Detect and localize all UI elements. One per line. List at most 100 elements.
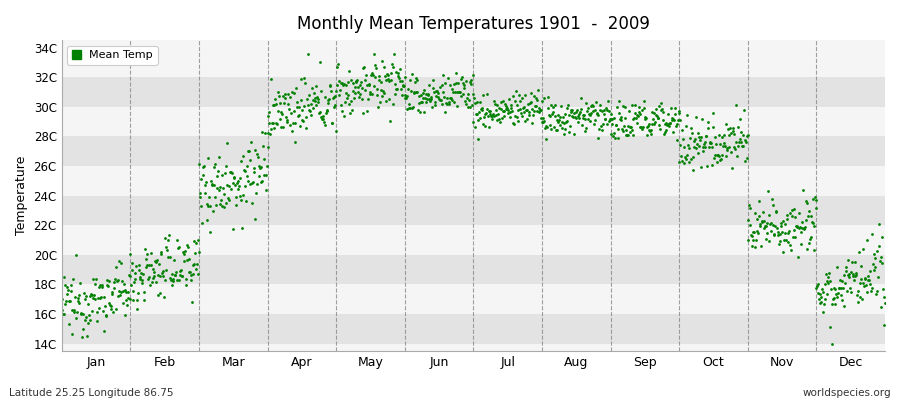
Point xyxy=(599,107,614,113)
Point xyxy=(94,294,108,300)
Point xyxy=(308,97,322,104)
Point xyxy=(821,274,835,281)
Point xyxy=(277,100,292,106)
Point xyxy=(468,124,482,130)
Point xyxy=(389,68,403,75)
Point xyxy=(708,152,723,158)
Point xyxy=(598,104,613,111)
Point xyxy=(433,96,447,103)
Point xyxy=(683,124,698,131)
Point xyxy=(580,100,594,106)
Point xyxy=(646,116,661,122)
Point xyxy=(868,264,883,270)
Point xyxy=(502,114,517,120)
Point xyxy=(440,94,454,101)
Point xyxy=(343,110,357,116)
Point xyxy=(68,293,82,300)
Point xyxy=(138,246,152,253)
Point xyxy=(248,146,262,153)
Point xyxy=(221,197,236,203)
Point xyxy=(383,70,398,76)
Point xyxy=(796,187,810,193)
Point xyxy=(340,92,355,98)
Point xyxy=(136,271,150,278)
Bar xyxy=(62,107,885,136)
Point xyxy=(318,94,332,101)
Point xyxy=(184,272,199,278)
Point xyxy=(311,110,326,116)
Point xyxy=(446,89,460,95)
Point xyxy=(211,168,225,175)
Point xyxy=(483,108,498,114)
Point xyxy=(352,94,366,100)
Point xyxy=(834,292,849,298)
Point xyxy=(592,102,607,108)
Point xyxy=(850,272,864,279)
Point xyxy=(105,291,120,297)
Point xyxy=(649,112,663,118)
Point xyxy=(115,288,130,294)
Point xyxy=(759,236,773,242)
Point xyxy=(868,290,883,297)
Point xyxy=(770,225,784,232)
Point xyxy=(185,262,200,268)
Point xyxy=(658,120,672,127)
Point xyxy=(491,111,505,117)
Point xyxy=(801,213,815,219)
Point xyxy=(147,272,161,279)
Point xyxy=(269,120,284,126)
Point xyxy=(116,300,130,307)
Point xyxy=(335,108,349,114)
Point xyxy=(800,246,814,253)
Point xyxy=(804,233,818,240)
Point xyxy=(493,106,508,112)
Point xyxy=(539,136,554,142)
Point xyxy=(663,105,678,111)
Point xyxy=(382,118,397,124)
Point xyxy=(266,102,281,108)
Bar xyxy=(62,48,885,77)
Point xyxy=(558,111,572,117)
Point xyxy=(717,142,732,149)
Point xyxy=(435,101,449,107)
Point xyxy=(459,78,473,84)
Point xyxy=(451,80,465,86)
Point xyxy=(584,110,598,116)
Point xyxy=(466,119,481,125)
Point xyxy=(541,105,555,111)
Point xyxy=(447,89,462,95)
Point xyxy=(601,108,616,115)
Point xyxy=(688,138,702,144)
Point xyxy=(703,140,717,146)
Point xyxy=(220,182,234,188)
Point xyxy=(575,115,590,121)
Point xyxy=(876,285,890,292)
Point xyxy=(376,88,391,95)
Point xyxy=(152,261,166,267)
Point xyxy=(554,119,569,125)
Point xyxy=(355,85,369,91)
Point xyxy=(193,193,207,200)
Point xyxy=(640,132,654,138)
Point xyxy=(256,172,271,178)
Point xyxy=(612,98,626,104)
Point xyxy=(698,133,713,140)
Point xyxy=(768,232,782,239)
Point xyxy=(536,119,551,126)
Point xyxy=(681,145,696,152)
Point xyxy=(236,153,250,159)
Point xyxy=(104,303,119,309)
Point xyxy=(67,307,81,314)
Point xyxy=(488,101,502,107)
Point xyxy=(324,88,338,94)
Point xyxy=(467,100,482,106)
Point xyxy=(616,102,631,109)
Point xyxy=(719,121,733,127)
Point xyxy=(120,302,134,308)
Point xyxy=(579,125,593,131)
Point xyxy=(518,92,533,98)
Point xyxy=(491,102,505,108)
Point xyxy=(842,271,856,278)
Point xyxy=(242,181,256,187)
Point xyxy=(58,282,72,288)
